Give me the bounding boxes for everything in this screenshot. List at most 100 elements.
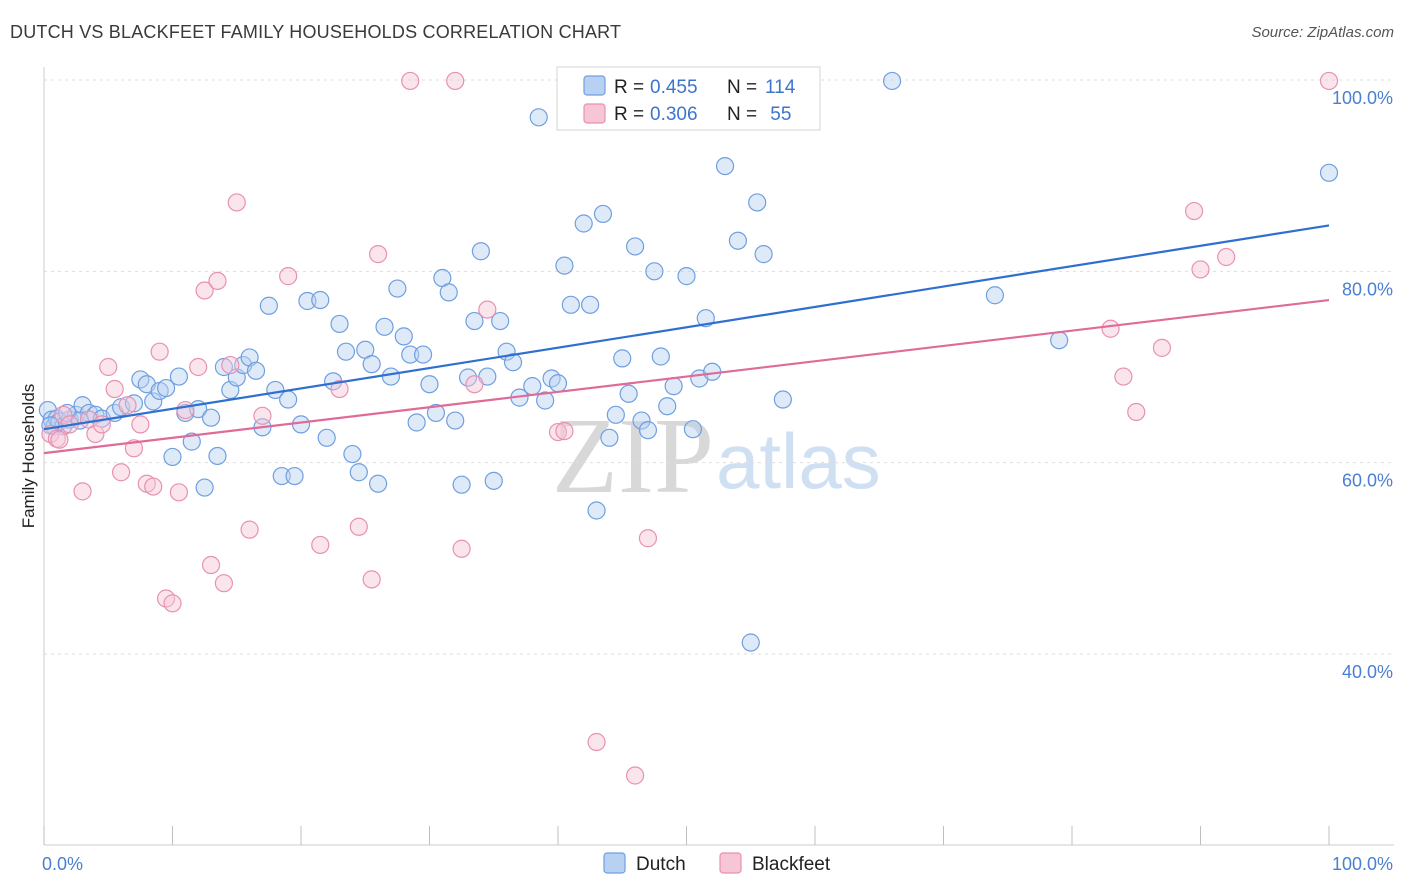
dutch-point-65 [458,368,478,387]
dutch-point-38 [279,390,298,409]
blackfeet-point-2 [54,405,73,424]
blackfeet-point-8 [99,357,118,377]
dutch-point-86 [606,405,625,424]
dutch-point-19 [156,378,176,398]
dutch-point-51 [369,474,388,493]
y-tick-label-80: 80.0% [1342,279,1393,299]
blackfeet-point-47 [1114,367,1133,386]
blackfeet-point-20 [176,400,195,420]
blackfeet-point-53 [1319,71,1339,91]
blackfeet-point-21 [189,357,208,377]
dutch-point-101 [715,157,735,176]
dutch-trend-line [43,224,1330,431]
dutch-point-20 [163,447,182,467]
dutch-point-89 [625,237,645,256]
y-axis-title: Family Households [19,384,38,529]
dutch-point-17 [144,392,163,411]
blackfeet-point-18 [163,594,182,613]
dutch-point-63 [446,411,465,430]
dutch-point-74 [523,377,542,396]
watermark: ZIP atlas [552,397,881,516]
dutch-point-88 [619,384,638,403]
dutch-point-92 [645,262,664,281]
blackfeet-point-29 [253,406,272,425]
blackfeet-point-9 [105,379,124,399]
dutch-point-48 [349,463,368,482]
dutch-point-26 [201,408,221,427]
legend-r-label-blackfeet: R = [614,104,644,125]
blackfeet-point-30 [279,267,298,286]
x-tick-label-100: 100.0% [1332,854,1393,874]
dutch-point-82 [581,295,600,314]
blackfeet-point-50 [1184,201,1204,221]
dutch-point-64 [452,475,471,494]
dutch-point-60 [426,403,446,423]
dutch-point-84 [593,204,613,224]
legend-r-value-dutch: 0.455 [650,77,698,98]
dutch-point-69 [484,471,503,490]
top-legend: R = 0.455 N = 114 R = 0.306 N = 55 [556,66,821,131]
blackfeet-point-37 [446,71,465,91]
blackfeet-point-34 [362,570,381,589]
blackfeet-point-31 [311,535,330,555]
blackfeet-point-42 [555,421,574,441]
blackfeet-point-36 [401,71,420,91]
dutch-point-28 [214,357,233,377]
watermark-atlas: atlas [716,417,881,505]
blackfeet-point-26 [221,355,240,375]
dutch-point-97 [683,420,703,439]
legend-n-value-blackfeet: 55 [765,104,791,125]
legend-n-label-blackfeet: N = [727,104,757,125]
dutch-point-94 [658,397,677,416]
dutch-point-76 [536,391,555,410]
blackfeet-point-12 [124,439,144,458]
dutch-point-45 [330,314,349,334]
dutch-point-95 [664,377,683,396]
bottom-legend-swatch-dutch [603,852,626,874]
dutch-point-50 [362,355,381,374]
blackfeet-point-32 [330,379,349,399]
dutch-point-43 [317,428,336,447]
legend-swatch-dutch [583,75,606,96]
dutch-point-109 [1050,331,1069,350]
dutch-point-79 [555,256,574,275]
dutch-point-23 [182,432,201,451]
legend-swatch-blackfeet [583,103,606,124]
blackfeet-point-40 [478,300,497,319]
dutch-point-14 [124,394,144,413]
x-axis-tick-labels: 0.0% 100.0% [42,854,1393,874]
blackfeet-point-46 [1101,319,1120,338]
dutch-point-102 [728,231,748,250]
dutch-point-103 [741,633,760,652]
blackfeet-point-6 [86,424,105,444]
dutch-point-47 [343,444,362,464]
dutch-point-21 [169,367,189,386]
dutch-point-39 [285,466,304,486]
blackfeet-point-43 [587,732,606,752]
x-axis-ticks [43,826,1330,845]
dutch-point-96 [677,267,696,286]
dutch-point-78 [548,374,568,393]
watermark-zip: ZIP [552,397,714,516]
dutch-point-27 [208,446,227,466]
blackfeet-point-15 [144,477,163,496]
dutch-point-108 [985,286,1005,305]
blackfeet-point-24 [208,271,227,290]
dutch-point-85 [600,428,619,447]
dutch-point-56 [401,345,420,364]
blackfeet-point-33 [349,517,368,536]
dutch-point-35 [259,296,278,315]
dutch-point-91 [638,421,658,440]
legend-r-value-blackfeet: 0.306 [650,104,698,125]
dutch-point-62 [439,283,458,302]
blackfeet-point-16 [150,342,169,361]
y-axis-tick-labels: 40.0% 60.0% 80.0% 100.0% [1332,88,1393,682]
dutch-point-90 [632,411,651,430]
dutch-point-104 [748,193,767,212]
data-points [38,71,1339,785]
x-tick-label-0: 0.0% [42,854,83,874]
dutch-point-106 [773,390,792,409]
blackfeet-point-45 [638,529,658,548]
dutch-point-33 [246,361,266,380]
